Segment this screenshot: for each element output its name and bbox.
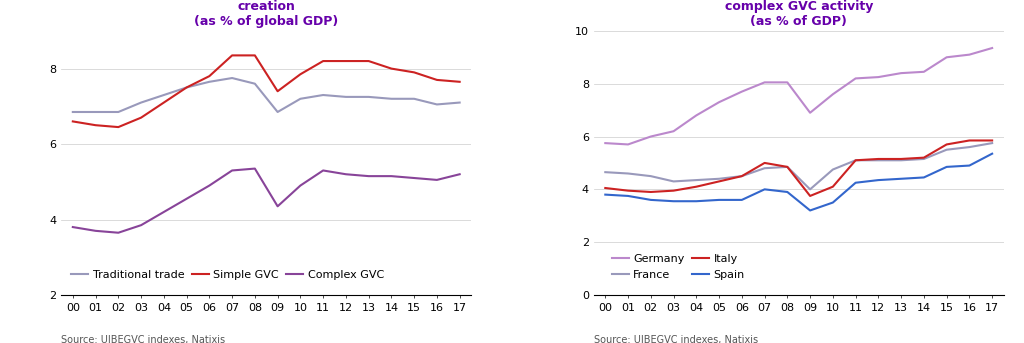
Legend: Traditional trade, Simple GVC, Complex GVC: Traditional trade, Simple GVC, Complex G…	[67, 265, 388, 284]
Text: Source: UIBEGVC indexes, Natixis: Source: UIBEGVC indexes, Natixis	[594, 335, 758, 343]
Text: Source: UIBEGVC indexes, Natixis: Source: UIBEGVC indexes, Natixis	[61, 335, 225, 343]
Title: Chart 6: Global economy:  Type of value added
creation
(as % of global GDP): Chart 6: Global economy: Type of value a…	[102, 0, 430, 28]
Legend: Germany, France, Italy, Spain: Germany, France, Italy, Spain	[607, 250, 750, 284]
Title: Chart 7: Europe: Share of value added  embedded in
complex GVC activity
(as % of: Chart 7: Europe: Share of value added em…	[613, 0, 984, 28]
